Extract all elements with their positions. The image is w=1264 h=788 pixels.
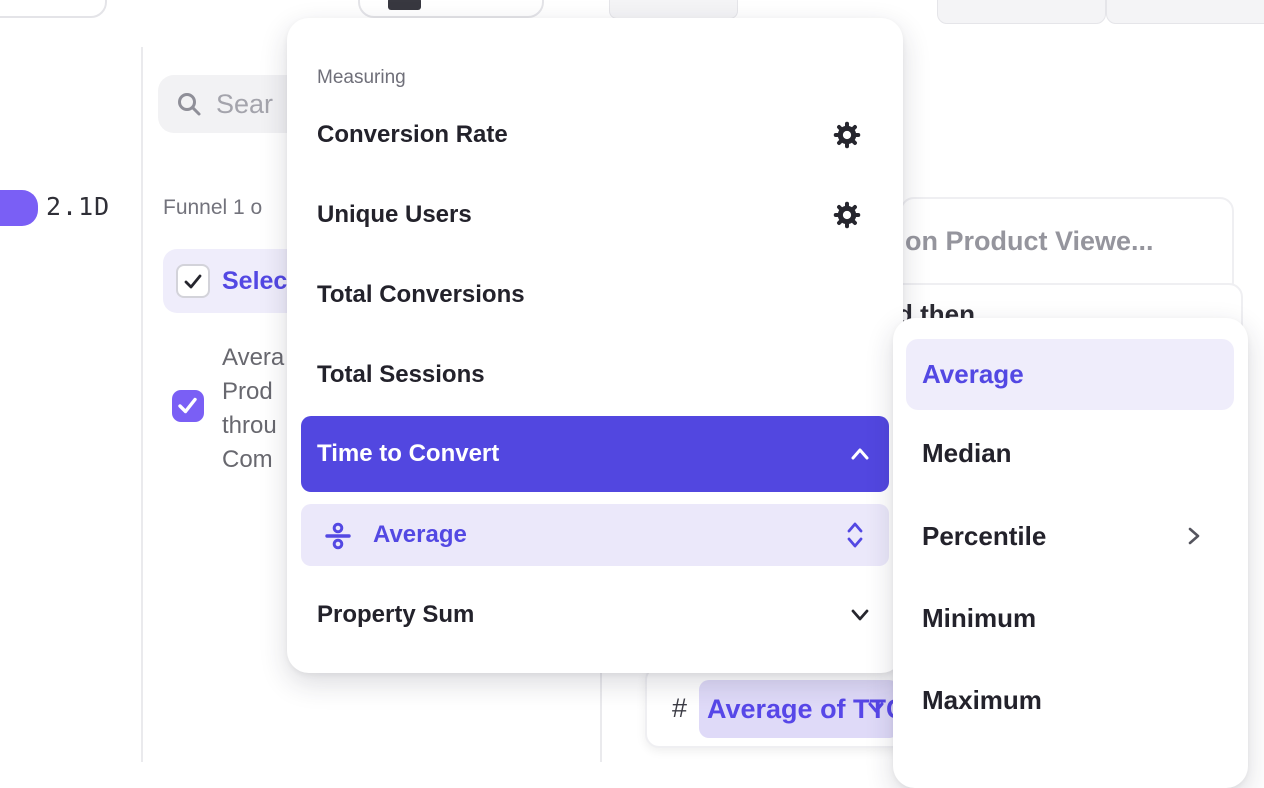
metric-dropdown[interactable]: Average of TTC — [699, 680, 906, 738]
check-icon — [178, 397, 197, 414]
step-description-line: throu — [222, 412, 277, 439]
menu-item-total-sessions[interactable]: Total Sessions — [301, 343, 889, 407]
page: { "colors": { "primary": "#5247E0", "pri… — [0, 0, 1264, 762]
menu-item-label: Property Sum — [317, 601, 475, 628]
search-placeholder: Sear — [216, 89, 274, 119]
submenu-item-label: Percentile — [922, 521, 1047, 551]
submenu-item-median[interactable]: Median — [906, 423, 1234, 483]
selected-step-label: Selec — [222, 267, 288, 295]
search-icon — [178, 93, 201, 116]
submenu-item-percentile[interactable]: Percentile — [906, 506, 1234, 566]
event-select-field[interactable]: on Product Viewe... — [900, 197, 1234, 296]
menu-item-label: Total Conversions — [317, 281, 525, 308]
toolbar-button-center[interactable] — [358, 0, 544, 18]
funnel-header: Funnel 1 o — [163, 196, 263, 219]
step-checkbox-purple[interactable] — [172, 390, 204, 422]
check-icon — [184, 274, 202, 289]
numeric-format-label: # — [672, 693, 688, 723]
submenu-item-label: Median — [922, 438, 1012, 468]
vertical-divider-bottom — [600, 673, 602, 762]
step-description: Avera Prod throu Com — [222, 341, 284, 477]
chevron-down-icon — [868, 702, 884, 713]
step-description-line: Com — [222, 446, 273, 473]
menu-item-unique-users[interactable]: Unique Users — [301, 183, 889, 247]
menu-item-total-conversions[interactable]: Total Conversions — [301, 263, 889, 327]
divide-icon — [325, 522, 351, 550]
menu-item-label: Conversion Rate — [317, 121, 508, 148]
chevron-down-icon — [851, 609, 869, 621]
search-input[interactable]: Sear — [158, 75, 308, 133]
menu-item-property-sum[interactable]: Property Sum — [301, 583, 889, 647]
toolbar-tab-b[interactable] — [937, 0, 1106, 24]
step-description-line: Prod — [222, 378, 273, 405]
menu-item-conversion-rate[interactable]: Conversion Rate — [301, 103, 889, 167]
step-checkbox-checked[interactable] — [176, 264, 210, 298]
submenu-item-label: Average — [922, 359, 1024, 389]
toolbar-tab-c[interactable] — [1106, 0, 1264, 24]
funnel-step-duration: 2.1D — [46, 192, 111, 221]
measuring-menu-header: Measuring — [317, 67, 406, 88]
vertical-divider — [141, 47, 143, 762]
chevron-up-icon — [851, 448, 869, 460]
submenu-item-average[interactable]: Average — [906, 339, 1234, 410]
menu-item-label: Total Sessions — [317, 361, 485, 388]
submenu-item-label: Minimum — [922, 603, 1037, 633]
sort-arrows-icon — [847, 522, 863, 548]
event-select-value: on Product Viewe... — [905, 226, 1154, 256]
submenu-item-label: Maximum — [922, 685, 1042, 715]
aggregation-menu: Average Median Percentile Minimum Maximu… — [893, 318, 1248, 788]
chevron-right-icon — [1188, 527, 1200, 545]
menu-item-label: Unique Users — [317, 201, 472, 228]
menu-item-label: Average — [373, 521, 467, 548]
gear-icon[interactable] — [832, 200, 862, 230]
submenu-item-minimum[interactable]: Minimum — [906, 588, 1234, 648]
menu-item-ttc-average[interactable]: Average — [301, 504, 889, 566]
measuring-menu: Measuring Conversion Rate Unique Users — [287, 18, 903, 673]
gear-icon[interactable] — [832, 120, 862, 150]
toolbar-button-left[interactable] — [0, 0, 107, 18]
funnel-step-marker — [0, 190, 38, 226]
submenu-item-maximum[interactable]: Maximum — [906, 670, 1234, 730]
toolbar-tab-a[interactable] — [609, 0, 738, 19]
step-description-line: Avera — [222, 344, 285, 371]
menu-item-label: Time to Convert — [317, 440, 500, 467]
toolbar-icon — [388, 0, 421, 10]
menu-item-time-to-convert[interactable]: Time to Convert — [301, 416, 889, 492]
